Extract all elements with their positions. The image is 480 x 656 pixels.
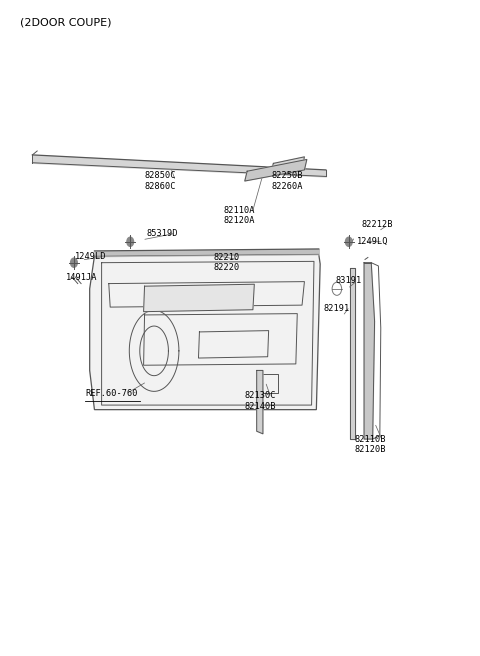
Text: 82212B: 82212B bbox=[362, 220, 393, 230]
Text: 1249LQ: 1249LQ bbox=[357, 237, 388, 246]
Polygon shape bbox=[350, 268, 356, 439]
Polygon shape bbox=[364, 262, 374, 439]
Text: 82130C
82140B: 82130C 82140B bbox=[245, 392, 276, 411]
Text: 1249LD: 1249LD bbox=[75, 252, 107, 260]
Text: 83191: 83191 bbox=[336, 276, 362, 285]
Text: 85319D: 85319D bbox=[147, 229, 179, 237]
Text: 1491JA: 1491JA bbox=[66, 272, 97, 281]
Text: 82110B
82120B: 82110B 82120B bbox=[355, 434, 386, 454]
Circle shape bbox=[71, 258, 77, 267]
Circle shape bbox=[346, 237, 352, 247]
Circle shape bbox=[127, 237, 133, 247]
Polygon shape bbox=[257, 371, 263, 434]
Text: (2DOOR COUPE): (2DOOR COUPE) bbox=[21, 18, 112, 28]
Text: 82850C
82860C: 82850C 82860C bbox=[144, 171, 176, 191]
Polygon shape bbox=[90, 254, 320, 409]
Polygon shape bbox=[245, 159, 307, 181]
Polygon shape bbox=[270, 157, 304, 174]
Text: 82191: 82191 bbox=[324, 304, 350, 313]
Text: 82110A
82120A: 82110A 82120A bbox=[223, 206, 255, 226]
Polygon shape bbox=[144, 284, 254, 312]
Text: 82250B
82260A: 82250B 82260A bbox=[271, 171, 302, 191]
Text: 82210
82220: 82210 82220 bbox=[214, 253, 240, 272]
Text: REF.60-760: REF.60-760 bbox=[85, 389, 137, 398]
